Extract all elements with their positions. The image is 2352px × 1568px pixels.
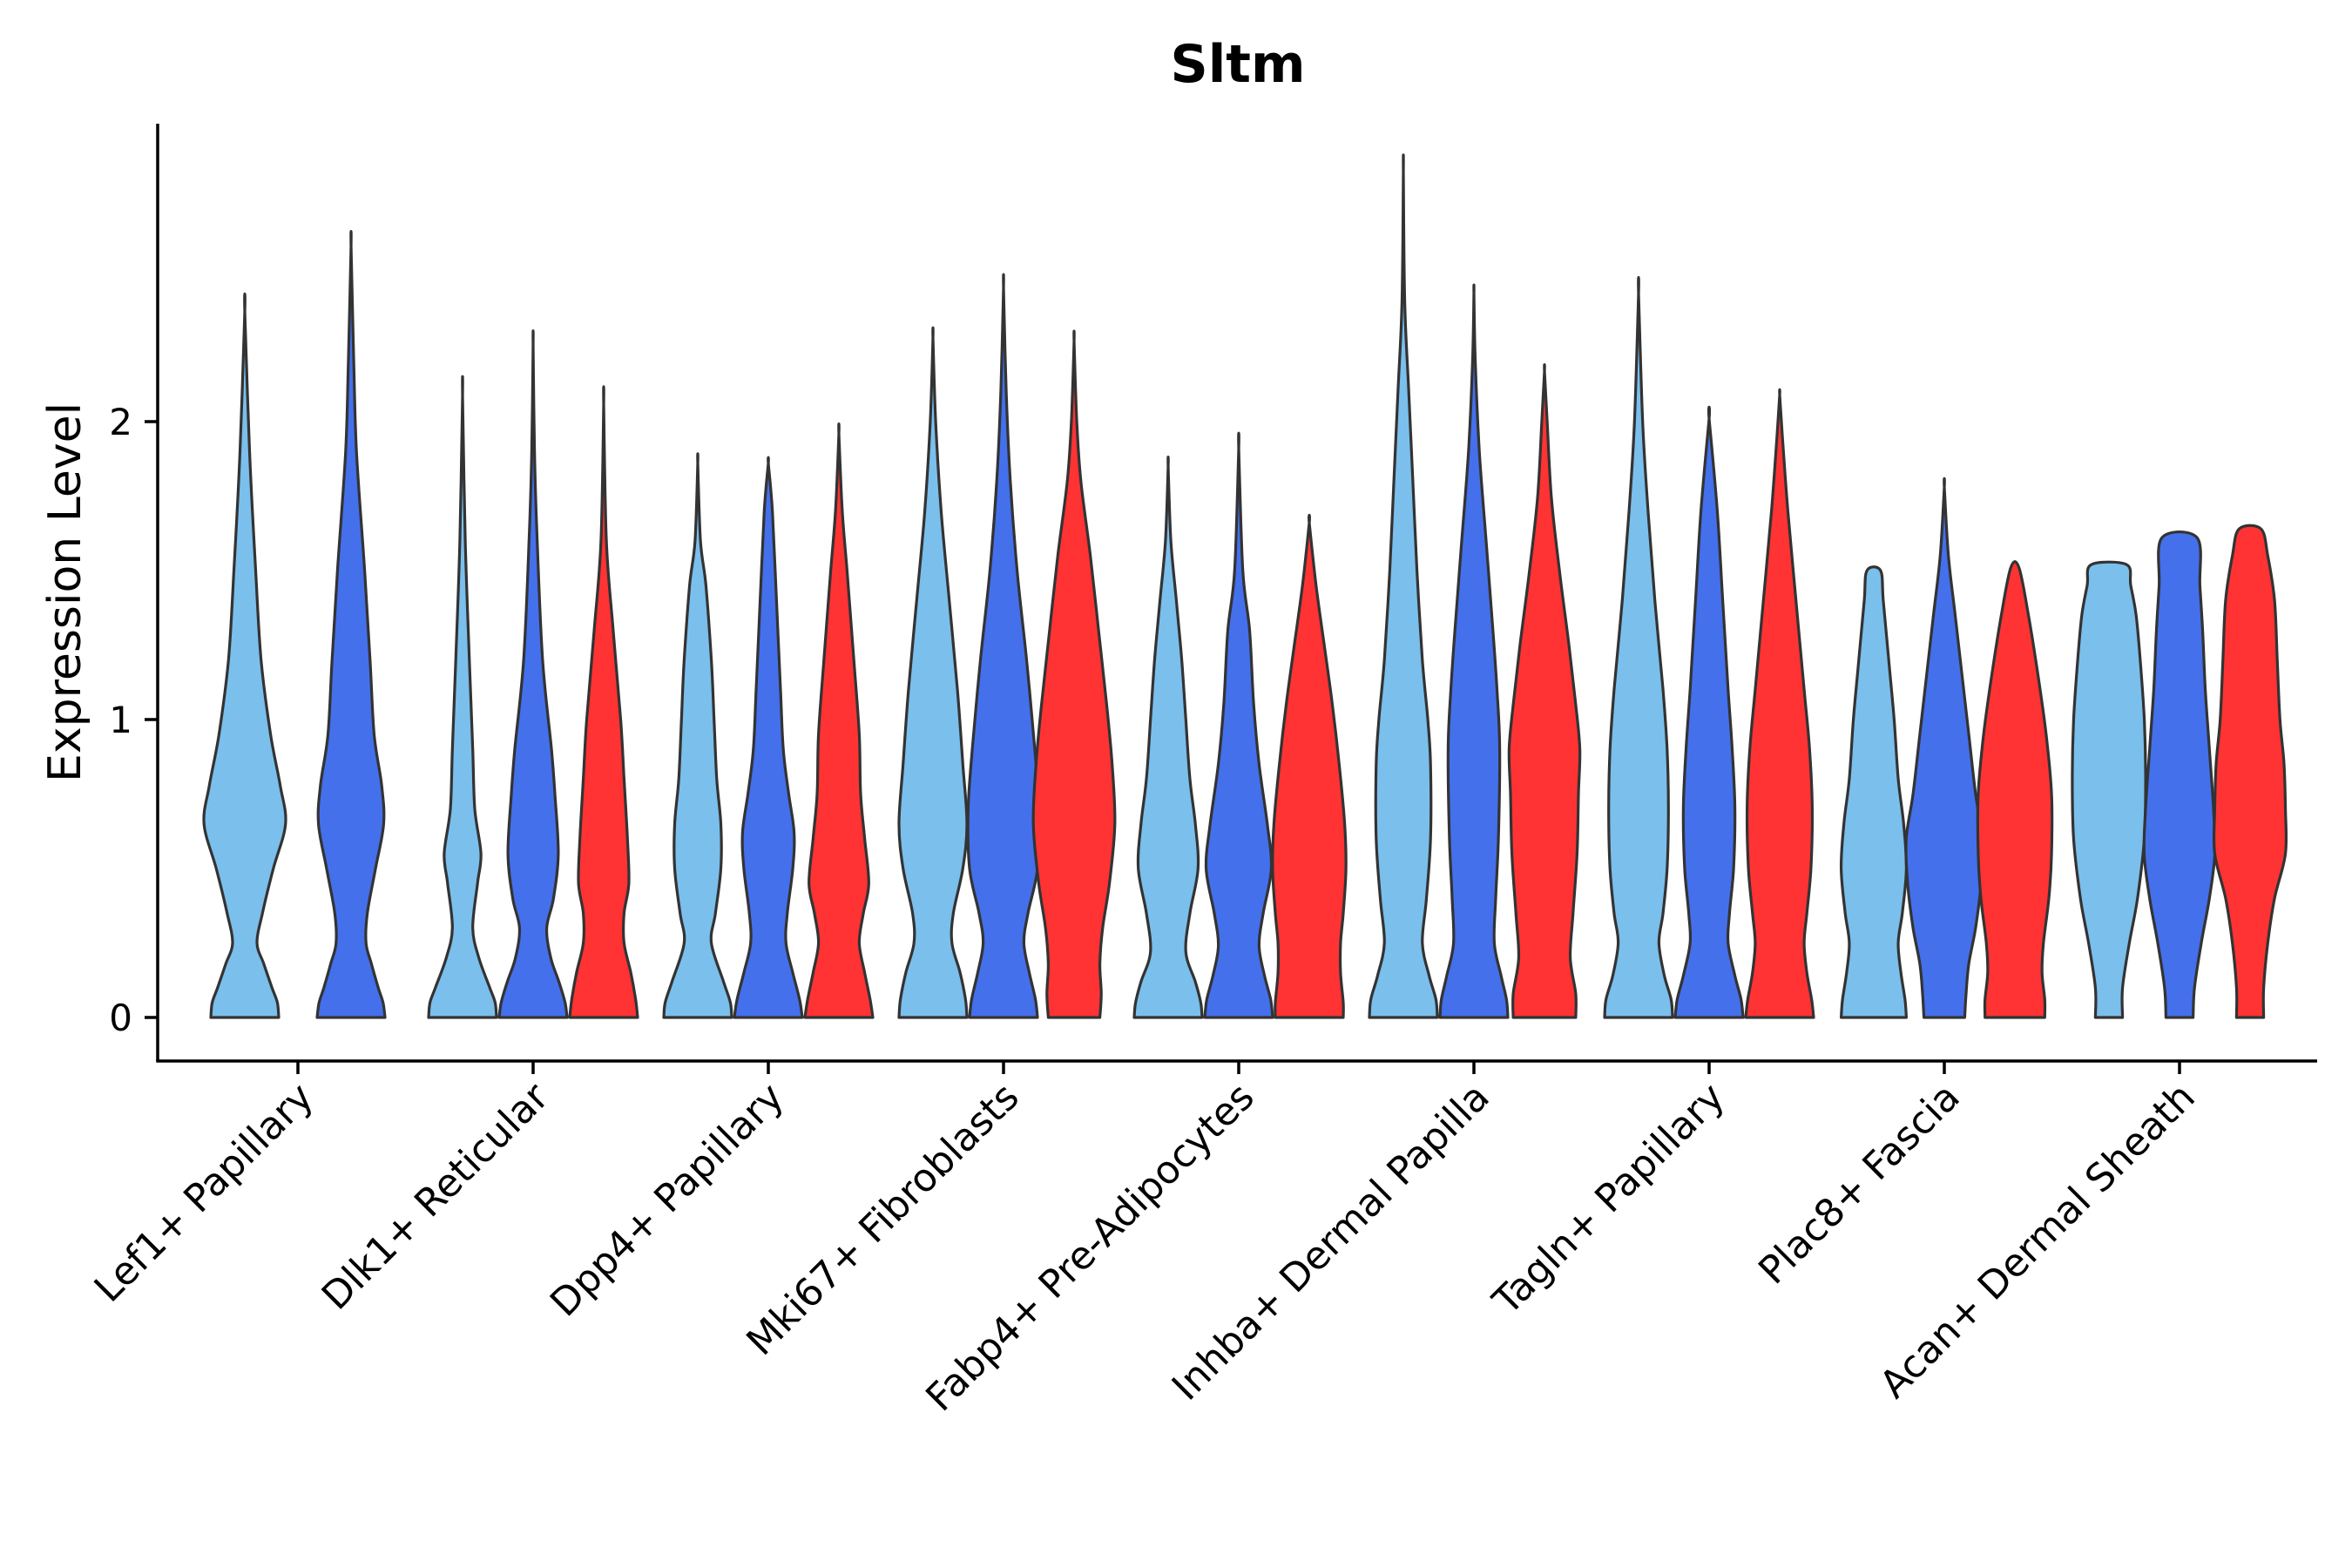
violin (2142, 530, 2217, 1019)
violin (1839, 565, 1909, 1019)
violin (1744, 388, 1815, 1019)
violin (1603, 275, 1674, 1019)
y-axis-label: Expression Level (39, 402, 91, 782)
violin (1271, 513, 1348, 1019)
violin (1438, 283, 1510, 1019)
violin (1904, 476, 1984, 1019)
violin (2212, 524, 2288, 1019)
violin-group (202, 229, 387, 1019)
violin-group (427, 329, 639, 1019)
violin (1132, 455, 1204, 1019)
violin-group (662, 422, 875, 1019)
violin (202, 292, 287, 1019)
violin (803, 422, 875, 1019)
violin (1507, 363, 1582, 1019)
axes-layer (156, 124, 2317, 1063)
violin-group (1132, 431, 1348, 1019)
violin (497, 329, 569, 1019)
violin (2071, 560, 2147, 1019)
y-tick-label: 0 (109, 997, 132, 1039)
violin (662, 452, 733, 1019)
violin (1031, 329, 1117, 1019)
y-tick-label: 1 (109, 699, 132, 741)
violin (427, 375, 498, 1019)
violins-layer (202, 153, 2288, 1019)
violin (568, 385, 639, 1019)
violin-group (1839, 476, 2054, 1019)
chart-title: Sltm (1171, 34, 1306, 95)
x-tick-label: Plac8+ Fascia (1750, 1075, 1969, 1294)
violin (897, 326, 969, 1019)
violin (1203, 431, 1274, 1019)
violin-group (2071, 524, 2288, 1019)
violin (966, 273, 1041, 1019)
y-tick-label: 2 (109, 401, 132, 443)
y-ticks: 0 1 2 (109, 401, 158, 1039)
x-tick-label: Dlk1+ Reticular (314, 1074, 558, 1319)
violin (1673, 405, 1745, 1019)
violin-group (1368, 153, 1582, 1019)
violin-group (897, 273, 1117, 1019)
violin (733, 456, 804, 1019)
violin (315, 229, 387, 1019)
violin (1368, 153, 1439, 1019)
violin (1976, 560, 2054, 1019)
x-tick-label: Tagln+ Papillary (1484, 1075, 1734, 1324)
x-tick-label: Dpp4+ Papillary (542, 1075, 793, 1326)
violin-group (1603, 275, 1815, 1019)
x-tick-label: Lef1+ Papillary (86, 1075, 322, 1311)
